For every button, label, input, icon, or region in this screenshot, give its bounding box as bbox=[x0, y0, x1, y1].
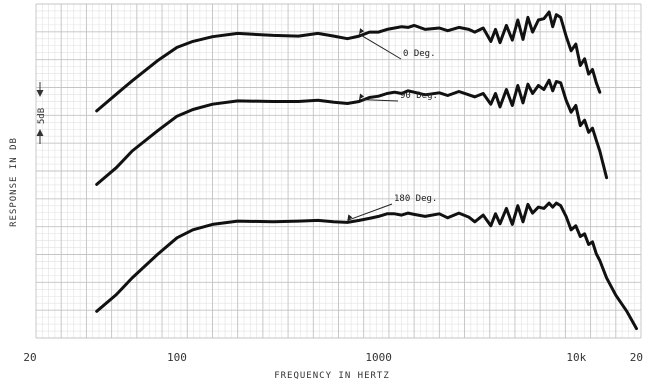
x-axis-title: FREQUENCY IN HERTZ bbox=[274, 371, 390, 381]
x-tick-label: 10k bbox=[566, 351, 586, 364]
series-line-2 bbox=[95, 201, 638, 331]
annotation-label: 180 Deg. bbox=[394, 194, 437, 204]
annotation-label: 0 Deg. bbox=[403, 49, 436, 59]
annotation-arrow-icon bbox=[359, 28, 365, 35]
x-tick-label: 100 bbox=[167, 351, 187, 364]
x-tick-label: 20 bbox=[630, 351, 643, 364]
series-layer bbox=[95, 10, 638, 331]
series-line-1 bbox=[95, 78, 609, 186]
annotation-leader-line bbox=[359, 99, 399, 102]
series-line-0 bbox=[95, 10, 602, 113]
db-scale-arrow-up-icon bbox=[36, 129, 44, 136]
major-grid bbox=[35, 3, 642, 339]
annotation-leader-line bbox=[347, 203, 393, 221]
db-scale-arrow-down-icon bbox=[36, 90, 44, 97]
annotation-layer: 0 Deg. 90 Deg. 180 Deg. bbox=[347, 28, 438, 221]
x-tick-labels: 20 100 1000 10k 20 bbox=[23, 351, 643, 364]
annotation-leader-line bbox=[358, 33, 402, 60]
annotation-arrow-icon bbox=[347, 214, 353, 221]
x-tick-label: 20 bbox=[23, 351, 36, 364]
annotation-arrow-icon bbox=[359, 93, 365, 100]
y-axis-title: RESPONSE IN DB bbox=[9, 137, 19, 227]
annotation-label: 90 Deg. bbox=[400, 91, 438, 101]
db-scale-marker: 5dB bbox=[36, 82, 47, 144]
db-scale-label: 5dB bbox=[37, 108, 47, 124]
x-tick-label: 1000 bbox=[365, 351, 392, 364]
